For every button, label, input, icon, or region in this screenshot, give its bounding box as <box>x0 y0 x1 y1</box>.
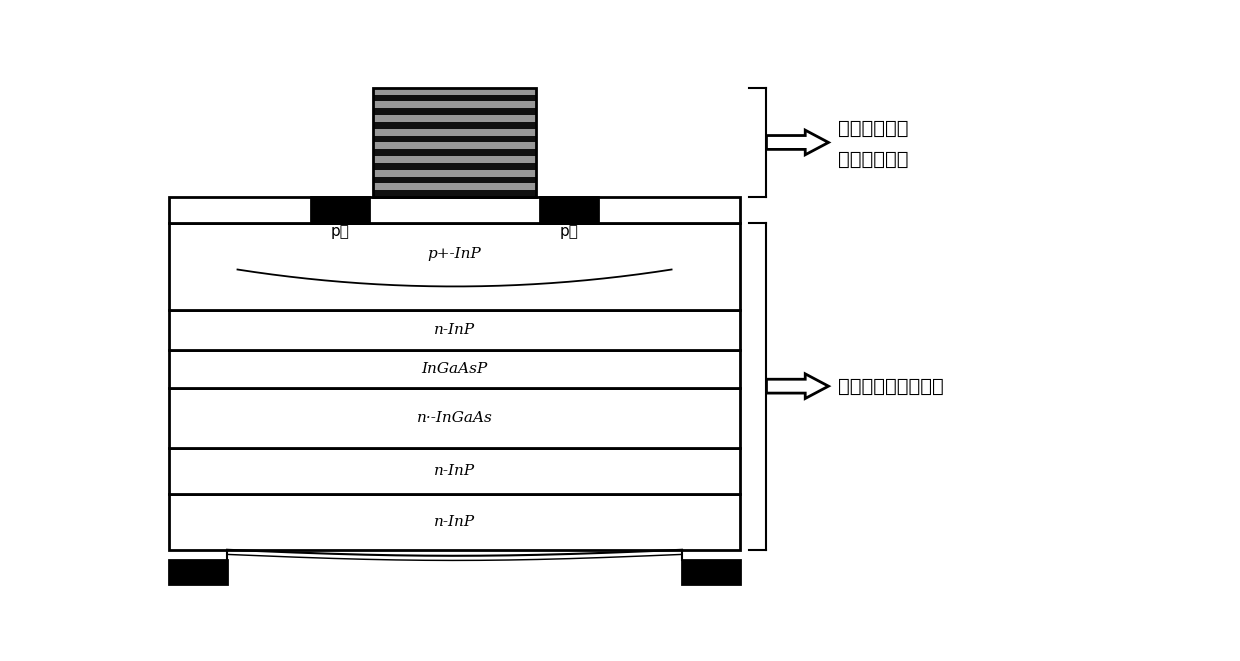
Bar <box>373 149 536 156</box>
FancyArrow shape <box>766 374 828 399</box>
Bar <box>373 101 536 108</box>
Bar <box>169 309 740 350</box>
Bar <box>169 223 740 309</box>
Bar <box>373 143 536 149</box>
Bar <box>169 560 227 584</box>
Bar <box>373 176 536 184</box>
Text: p极: p极 <box>559 224 578 239</box>
Text: n-InP: n-InP <box>434 464 475 479</box>
Text: n-InP: n-InP <box>434 515 475 529</box>
Bar <box>169 197 740 223</box>
Bar <box>373 108 536 115</box>
Bar <box>373 129 536 136</box>
Bar <box>373 184 536 190</box>
Bar <box>311 197 370 223</box>
Bar <box>373 122 536 129</box>
Bar <box>169 350 740 388</box>
Bar <box>169 388 740 448</box>
Text: n极: n极 <box>702 564 720 580</box>
Bar <box>373 95 536 101</box>
Bar <box>169 494 740 550</box>
Bar <box>373 170 536 176</box>
Bar <box>373 136 536 143</box>
Bar <box>539 197 598 223</box>
Bar <box>169 448 740 494</box>
Bar <box>682 560 740 584</box>
Text: p+-InP: p+-InP <box>428 247 481 262</box>
Text: 宽谱全反射器: 宽谱全反射器 <box>838 150 908 169</box>
Text: n-InP: n-InP <box>434 323 475 336</box>
Bar <box>373 115 536 122</box>
Bar <box>373 190 536 197</box>
Text: p极: p极 <box>331 224 350 239</box>
Text: n极: n极 <box>188 564 207 580</box>
Text: 一维光子晶体: 一维光子晶体 <box>838 119 908 138</box>
Text: 背入射式雪崩二极管: 背入射式雪崩二极管 <box>838 377 944 396</box>
Bar <box>373 88 536 197</box>
FancyArrow shape <box>766 130 828 155</box>
Bar <box>373 88 536 95</box>
Bar <box>373 163 536 170</box>
Text: n·-InGaAs: n·-InGaAs <box>417 411 492 425</box>
Bar <box>373 156 536 163</box>
Text: InGaAsP: InGaAsP <box>422 362 487 376</box>
